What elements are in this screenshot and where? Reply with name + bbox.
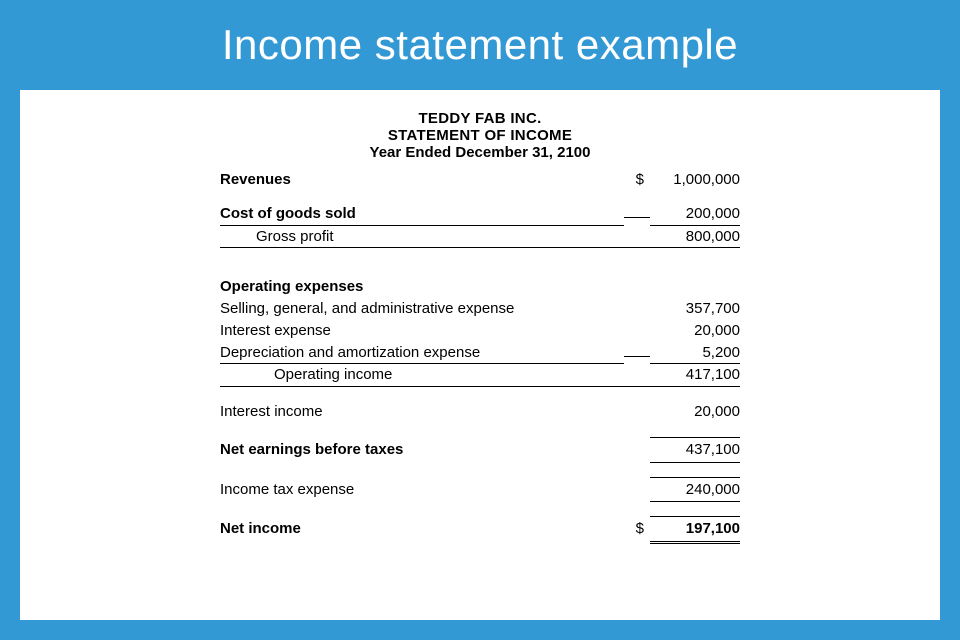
row-depreciation: Depreciation and amortization expense 5,… bbox=[220, 342, 740, 365]
row-interest-expense: Interest expense 20,000 bbox=[220, 320, 740, 342]
row-net-before-tax: Net earnings before taxes 437,100 bbox=[220, 437, 740, 463]
value-interest-income: 20,000 bbox=[650, 401, 740, 423]
row-operating-income: Operating income 417,100 bbox=[220, 364, 740, 387]
row-income-tax: Income tax expense 240,000 bbox=[220, 477, 740, 503]
value-gross-profit: 800,000 bbox=[650, 226, 740, 248]
label-depreciation: Depreciation and amortization expense bbox=[220, 342, 624, 365]
label-cogs: Cost of goods sold bbox=[220, 203, 624, 226]
row-gross-profit: Gross profit 800,000 bbox=[220, 226, 740, 249]
value-net-income: 197,100 bbox=[650, 516, 740, 544]
row-net-income: Net income $ 197,100 bbox=[220, 516, 740, 544]
value-interest-expense: 20,000 bbox=[650, 320, 740, 342]
value-operating-income: 417,100 bbox=[650, 364, 740, 386]
spacer bbox=[220, 248, 740, 276]
banner-title: Income statement example bbox=[222, 21, 738, 69]
label-sga: Selling, general, and administrative exp… bbox=[220, 298, 624, 320]
label-net-income: Net income bbox=[220, 518, 624, 540]
row-interest-income: Interest income 20,000 bbox=[220, 401, 740, 423]
company-name: TEDDY FAB INC. bbox=[120, 110, 840, 127]
value-income-tax: 240,000 bbox=[650, 477, 740, 503]
label-interest-income: Interest income bbox=[220, 401, 624, 423]
document-header: TEDDY FAB INC. STATEMENT OF INCOME Year … bbox=[120, 110, 840, 161]
row-opex-heading: Operating expenses bbox=[220, 276, 740, 298]
document-period: Year Ended December 31, 2100 bbox=[120, 144, 840, 161]
spacer bbox=[220, 463, 740, 477]
label-gross-profit: Gross profit bbox=[220, 226, 624, 248]
value-sga: 357,700 bbox=[650, 298, 740, 320]
spacer bbox=[220, 191, 740, 203]
income-statement-table: Revenues $ 1,000,000 Cost of goods sold … bbox=[220, 169, 740, 544]
spacer bbox=[220, 423, 740, 437]
label-interest-expense: Interest expense bbox=[220, 320, 624, 342]
document-title: STATEMENT OF INCOME bbox=[120, 127, 840, 144]
row-sga: Selling, general, and administrative exp… bbox=[220, 298, 740, 320]
spacer bbox=[220, 502, 740, 516]
spacer-col bbox=[624, 217, 650, 218]
value-cogs: 200,000 bbox=[650, 203, 740, 226]
label-opex-heading: Operating expenses bbox=[220, 276, 624, 298]
row-cogs: Cost of goods sold 200,000 bbox=[220, 203, 740, 226]
currency-symbol: $ bbox=[624, 518, 650, 540]
spacer-col bbox=[624, 356, 650, 357]
label-operating-income: Operating income bbox=[220, 364, 624, 386]
document-paper: TEDDY FAB INC. STATEMENT OF INCOME Year … bbox=[20, 90, 940, 620]
label-revenues: Revenues bbox=[220, 169, 624, 191]
value-depreciation: 5,200 bbox=[650, 342, 740, 365]
currency-symbol: $ bbox=[624, 169, 650, 191]
banner: Income statement example bbox=[0, 0, 960, 90]
row-revenues: Revenues $ 1,000,000 bbox=[220, 169, 740, 191]
label-income-tax: Income tax expense bbox=[220, 479, 624, 501]
value-net-before-tax: 437,100 bbox=[650, 437, 740, 463]
spacer bbox=[220, 387, 740, 401]
value-revenues: 1,000,000 bbox=[650, 169, 740, 191]
label-net-before-tax: Net earnings before taxes bbox=[220, 439, 624, 461]
